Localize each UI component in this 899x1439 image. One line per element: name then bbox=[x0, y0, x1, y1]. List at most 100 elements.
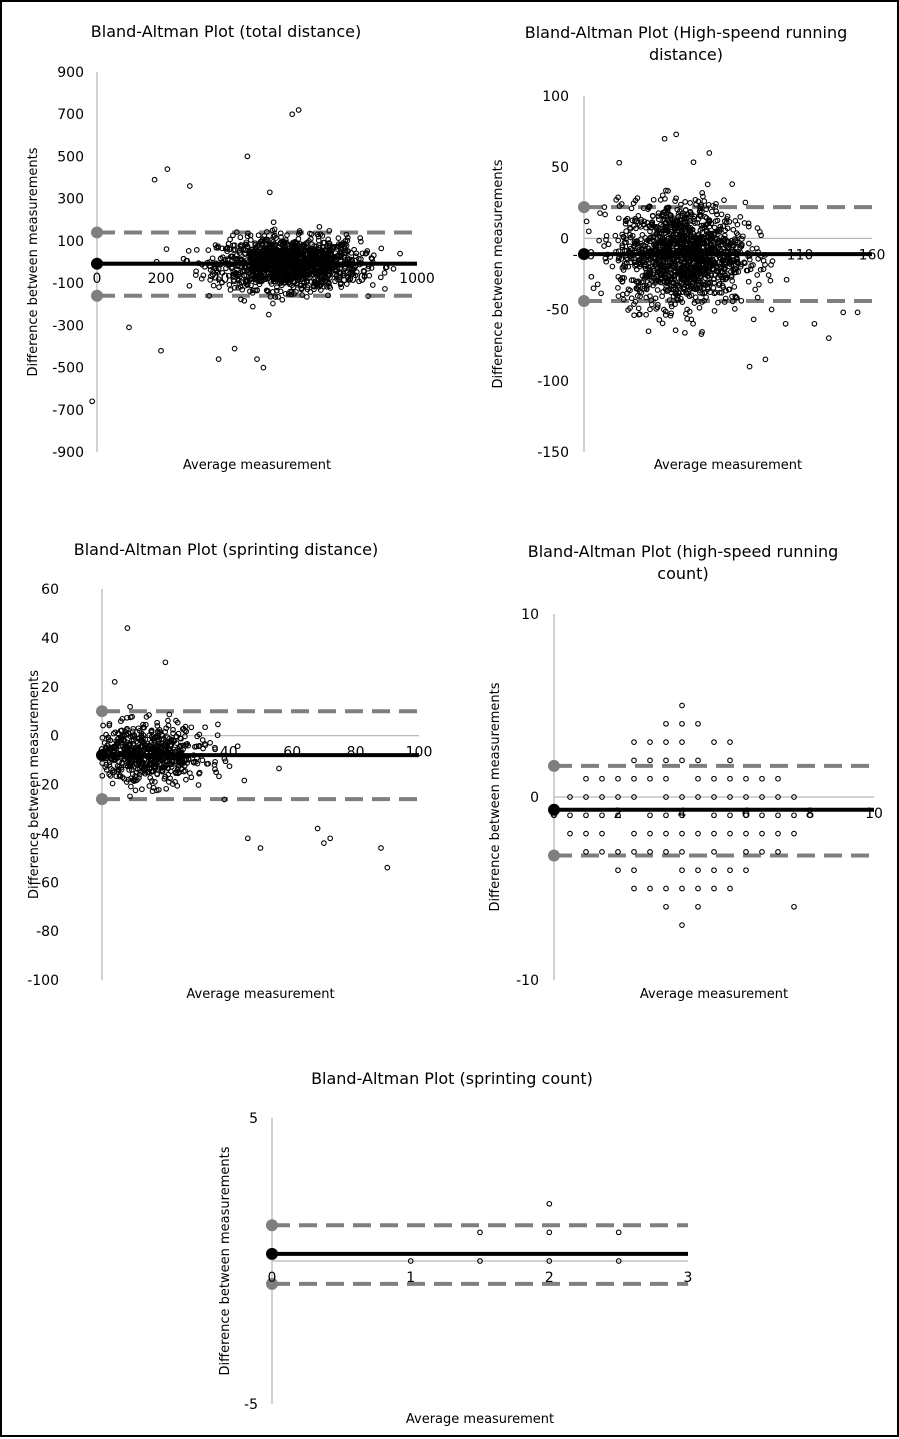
data-point bbox=[681, 214, 688, 221]
data-point bbox=[124, 763, 131, 770]
lower-loa-marker bbox=[548, 849, 560, 862]
data-point bbox=[791, 812, 797, 819]
data-point bbox=[334, 253, 341, 260]
data-point bbox=[363, 250, 370, 256]
data-point bbox=[341, 241, 347, 247]
data-point bbox=[670, 286, 677, 293]
data-point bbox=[144, 746, 151, 753]
data-point bbox=[731, 269, 738, 276]
y-tick-label: 0 bbox=[560, 231, 569, 247]
data-point bbox=[854, 309, 861, 316]
data-point bbox=[185, 756, 192, 763]
data-point bbox=[616, 203, 623, 209]
data-point bbox=[663, 720, 669, 727]
data-point bbox=[701, 264, 708, 271]
data-point bbox=[692, 242, 699, 248]
data-point bbox=[656, 316, 663, 323]
data-point bbox=[671, 259, 678, 266]
data-point bbox=[646, 281, 653, 288]
data-point bbox=[303, 294, 310, 300]
data-point bbox=[304, 284, 311, 290]
data-point bbox=[265, 311, 272, 318]
data-point bbox=[752, 286, 759, 293]
data-point bbox=[722, 227, 729, 234]
data-point bbox=[165, 717, 171, 724]
data-point bbox=[353, 250, 360, 257]
data-point bbox=[702, 214, 709, 220]
data-point bbox=[231, 284, 238, 291]
data-point bbox=[170, 730, 176, 737]
data-point bbox=[294, 240, 301, 247]
data-point bbox=[194, 760, 201, 767]
data-point bbox=[283, 275, 290, 282]
data-point bbox=[200, 745, 206, 752]
data-point bbox=[327, 835, 334, 842]
data-point bbox=[713, 267, 720, 274]
data-point bbox=[160, 736, 167, 743]
data-point bbox=[215, 356, 222, 362]
data-point bbox=[690, 159, 697, 166]
data-point bbox=[731, 284, 738, 290]
data-point bbox=[133, 757, 139, 764]
data-point bbox=[825, 335, 832, 341]
data-point bbox=[109, 780, 116, 787]
data-point bbox=[247, 237, 254, 243]
data-point bbox=[146, 712, 152, 718]
data-point bbox=[638, 279, 645, 286]
data-point bbox=[119, 732, 126, 738]
x-tick-label: 600 bbox=[276, 271, 303, 287]
data-point bbox=[754, 272, 761, 278]
data-point bbox=[681, 264, 687, 270]
data-point bbox=[262, 255, 269, 262]
data-point bbox=[743, 794, 749, 800]
chart-1: Bland-Altman Plot (total distance) 900 700… bbox=[26, 22, 435, 473]
data-point bbox=[186, 183, 193, 189]
data-point bbox=[242, 251, 248, 258]
data-point bbox=[711, 276, 718, 282]
data-point bbox=[238, 296, 244, 303]
data-point bbox=[705, 201, 712, 208]
data-point bbox=[609, 263, 616, 270]
data-point bbox=[118, 766, 125, 773]
data-point bbox=[142, 736, 149, 743]
data-point bbox=[130, 777, 137, 784]
data-point bbox=[213, 769, 219, 776]
data-point bbox=[344, 274, 351, 280]
data-point bbox=[632, 263, 638, 269]
data-point bbox=[635, 213, 642, 219]
data-point bbox=[111, 679, 118, 685]
data-point bbox=[369, 282, 376, 288]
chart-5: Bland-Altman Plot (sprinting count) 5 -5 0 1… bbox=[218, 1069, 692, 1427]
data-point bbox=[670, 234, 677, 241]
data-point bbox=[635, 283, 642, 290]
data-point bbox=[244, 835, 251, 842]
data-point bbox=[612, 232, 619, 239]
data-point bbox=[660, 213, 666, 220]
data-point bbox=[290, 272, 297, 279]
x-tick-label: 800 bbox=[340, 271, 367, 287]
data-point bbox=[126, 324, 132, 331]
data-point bbox=[175, 758, 182, 764]
y-tick-label: -5 bbox=[244, 1397, 258, 1413]
data-point bbox=[692, 294, 699, 301]
data-point bbox=[698, 202, 705, 208]
data-point bbox=[656, 230, 662, 237]
data-point bbox=[583, 812, 589, 819]
data-point bbox=[299, 254, 305, 261]
data-point bbox=[326, 227, 333, 234]
y-tick-label: -10 bbox=[516, 973, 539, 989]
data-point bbox=[333, 244, 339, 250]
data-point bbox=[694, 273, 701, 280]
data-point bbox=[732, 265, 739, 272]
data-point bbox=[746, 363, 753, 370]
data-point bbox=[275, 294, 281, 300]
data-point bbox=[131, 778, 137, 784]
mean-bias-marker bbox=[96, 749, 108, 762]
data-point bbox=[657, 221, 664, 228]
data-point bbox=[663, 775, 669, 782]
data-point bbox=[666, 257, 672, 263]
data-point bbox=[118, 718, 124, 725]
data-point bbox=[668, 286, 675, 293]
data-point bbox=[615, 812, 621, 819]
